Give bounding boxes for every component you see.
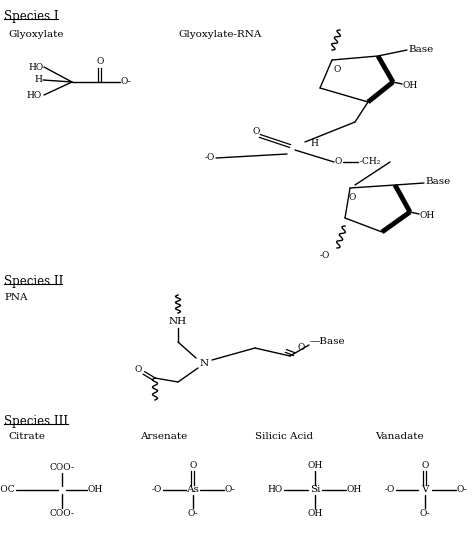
Text: Si: Si <box>310 486 320 494</box>
Text: N: N <box>200 360 209 368</box>
Text: -O: -O <box>319 251 330 261</box>
Text: -O: -O <box>384 486 395 494</box>
Text: As: As <box>187 486 200 494</box>
Text: -O: -O <box>205 154 215 162</box>
Text: Species I: Species I <box>4 10 59 23</box>
Text: V: V <box>421 486 429 494</box>
Text: O: O <box>252 128 260 136</box>
Text: Silicic Acid: Silicic Acid <box>255 432 313 441</box>
Text: Species II: Species II <box>4 275 64 288</box>
Text: HO: HO <box>27 90 42 100</box>
Text: O-: O- <box>188 508 199 518</box>
Text: O-: O- <box>457 486 468 494</box>
Text: O: O <box>96 58 104 66</box>
Text: OH: OH <box>307 461 323 469</box>
Text: OH: OH <box>88 486 103 494</box>
Text: O: O <box>298 343 305 353</box>
Text: Species III: Species III <box>4 415 68 428</box>
Text: OH: OH <box>403 81 418 89</box>
Text: OH: OH <box>307 508 323 518</box>
Text: Glyoxylate: Glyoxylate <box>8 30 64 39</box>
Text: O: O <box>421 461 428 469</box>
Text: Base: Base <box>425 178 450 186</box>
Text: -OOC: -OOC <box>0 486 15 494</box>
Text: O: O <box>348 193 356 203</box>
Text: Vanadate: Vanadate <box>375 432 424 441</box>
Text: Glyoxylate-RNA: Glyoxylate-RNA <box>178 30 261 39</box>
Text: O-: O- <box>121 77 132 87</box>
Text: O: O <box>189 461 197 469</box>
Text: Arsenate: Arsenate <box>140 432 187 441</box>
Text: HO: HO <box>29 63 44 71</box>
Text: -CH₂: -CH₂ <box>360 158 382 167</box>
Text: Base: Base <box>408 45 433 54</box>
Text: -O: -O <box>152 486 162 494</box>
Text: PNA: PNA <box>4 293 27 302</box>
Text: NH: NH <box>169 318 187 326</box>
Text: OH: OH <box>347 486 362 494</box>
Text: O-: O- <box>225 486 236 494</box>
Text: H: H <box>310 138 318 148</box>
Text: COO-: COO- <box>49 463 74 473</box>
Text: O: O <box>333 65 341 75</box>
Text: O: O <box>134 366 142 374</box>
Text: Citrate: Citrate <box>8 432 45 441</box>
Text: HO: HO <box>268 486 283 494</box>
Text: —Base: —Base <box>310 337 346 347</box>
Text: H: H <box>34 76 42 84</box>
Text: OH: OH <box>420 210 435 220</box>
Text: O: O <box>334 158 342 167</box>
Text: COO-: COO- <box>49 508 74 518</box>
Text: O-: O- <box>419 508 430 518</box>
